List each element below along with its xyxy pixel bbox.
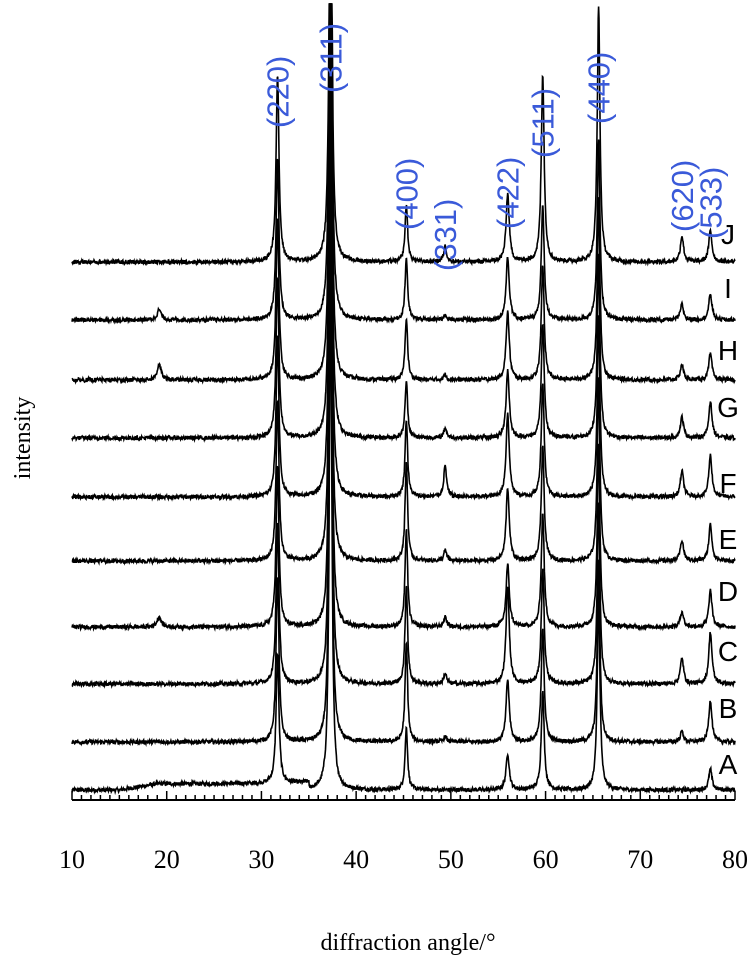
diffraction-curve-a [71,274,736,796]
x-tick-label: 40 [343,845,369,874]
diffraction-curve-h [71,3,736,385]
diffraction-curve-b [71,229,736,747]
peak-label: (311) [314,23,349,93]
diffraction-curve-g [71,3,736,443]
diffraction-curve-d [71,114,736,632]
peak-labels: (220) (311) (400)(331) (422)(511) (440) (620)… [261,23,729,271]
diffraction-curve-e [71,46,736,566]
peak-label: (440) [582,52,617,124]
peak-label: (620) [665,160,700,232]
sample-label: J [721,219,735,250]
sample-label: H [718,335,738,366]
peak-label: (533) [693,167,728,239]
diffraction-curve-i [71,3,736,325]
sample-label: E [719,524,738,555]
x-tick-label: 70 [627,845,653,874]
sample-label: C [718,636,738,667]
x-tick-label: 60 [533,845,559,874]
sample-label: F [719,468,736,499]
diffraction-curve-f [71,3,736,502]
peak-label: (220) [261,56,296,128]
sample-label: I [724,273,732,304]
x-tick-label: 80 [722,845,748,874]
x-tick-label: 30 [248,845,274,874]
x-tick-label: 10 [59,845,85,874]
sample-label: D [718,576,738,607]
diffraction-curves [71,3,736,796]
peak-label: (422) [491,157,526,229]
peak-label: (511) [526,88,561,158]
x-tick-label: 20 [154,845,180,874]
x-tick-label: 50 [438,845,464,874]
x-axis-ticks: 10 20 30 40 50 60 70 80 [59,791,748,874]
diffraction-curve-c [71,171,736,689]
sample-label: B [719,693,738,724]
sample-label: A [719,749,738,780]
sample-label: G [717,392,739,423]
diffraction-curve-j [71,3,736,267]
peak-label: (331) [428,199,463,271]
y-axis-title: intensity [10,397,36,480]
peak-label: (400) [389,158,424,230]
x-axis-title: diffraction angle/° [320,930,495,956]
